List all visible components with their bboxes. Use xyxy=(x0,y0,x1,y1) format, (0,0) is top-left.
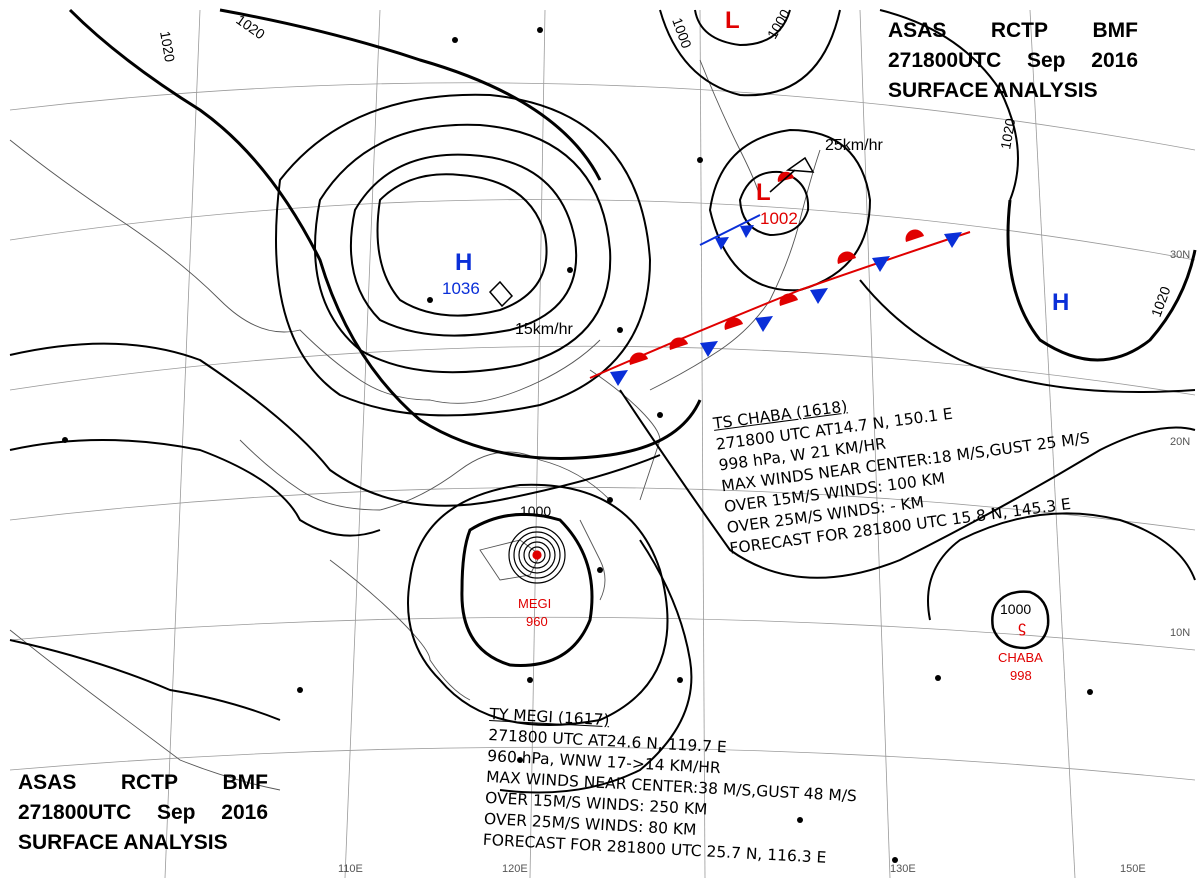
isobar-high-inner-2 xyxy=(349,153,578,337)
high-west-symbol: H xyxy=(455,249,472,276)
megi-name: MEGI xyxy=(518,596,551,611)
header-code: BMF xyxy=(1092,19,1139,42)
ty-megi-bulletin: TY MEGI (1617) 271800 UTC AT24.6 N, 119.… xyxy=(482,704,860,870)
megi-core xyxy=(508,526,566,584)
lat-label: 20N xyxy=(1170,436,1190,448)
isobar-south-2 xyxy=(499,539,693,794)
header-time: 271800UTC xyxy=(18,801,132,824)
isobar-megi-outer xyxy=(407,483,669,726)
header-bottom: ASAS RCTP BMF 271800UTC Sep 2016 SURFACE… xyxy=(18,768,268,858)
header-code: ASAS xyxy=(18,771,77,794)
isobar-1020-north xyxy=(219,8,602,181)
header-time: 271800UTC xyxy=(888,49,1002,72)
isobar-1012 xyxy=(9,439,381,537)
lon-label: 150E xyxy=(1120,863,1146,875)
isobar-mid-2 xyxy=(859,279,1196,393)
high-east-symbol: H xyxy=(1052,289,1069,316)
isobar-east-loop xyxy=(927,512,1196,621)
chaba-name: CHABA xyxy=(998,650,1043,665)
isobar-label: 1000 xyxy=(1000,601,1031,617)
station-markers xyxy=(62,27,1093,863)
header-code: RCTP xyxy=(990,19,1049,42)
lon-label: 120E xyxy=(502,863,528,875)
high-west-value: 1036 xyxy=(442,279,480,298)
isobar-mid-1 xyxy=(619,389,1196,579)
lat-label: 10N xyxy=(1170,627,1190,639)
isobar-label: 1000 xyxy=(520,503,551,519)
lon-label: 130E xyxy=(890,863,916,875)
header-year: 2016 xyxy=(221,801,268,824)
megi-pressure: 960 xyxy=(526,614,548,629)
chaba-symbol: ϛ xyxy=(1018,619,1026,636)
header-year: 2016 xyxy=(1091,49,1138,72)
lon-label: 110E xyxy=(338,863,363,875)
header-code: ASAS xyxy=(888,19,947,42)
stationary-front xyxy=(589,229,971,386)
low-japan-value: 1002 xyxy=(760,209,798,228)
header-title: SURFACE ANALYSIS xyxy=(888,79,1098,102)
header-code: BMF xyxy=(222,771,269,794)
isobar-north-low-2 xyxy=(659,9,841,97)
isobar-north-low xyxy=(694,9,791,47)
graticule xyxy=(9,9,1196,878)
low-japan-symbol: L xyxy=(756,179,771,206)
isobar-south-1 xyxy=(9,639,281,721)
isobar-label: 1000 xyxy=(669,16,695,51)
isobar-label: 1020 xyxy=(233,11,268,42)
isobar-label: 1020 xyxy=(997,117,1018,151)
header-month: Sep xyxy=(1027,49,1066,72)
isobar-east-ridge xyxy=(879,9,1019,201)
motion-low-japan: 25km/hr xyxy=(825,137,883,154)
header-code: RCTP xyxy=(120,771,179,794)
motion-high-west: 15km/hr xyxy=(515,321,573,338)
isobar-chaba xyxy=(991,590,1050,650)
isobars xyxy=(9,8,1197,794)
isobar-1016 xyxy=(9,342,661,507)
chaba-pressure: 998 xyxy=(1010,668,1032,683)
isobar-japan-low-2 xyxy=(708,128,872,292)
isobar-label: 1020 xyxy=(157,30,178,64)
isobar-high-inner-4 xyxy=(275,93,652,417)
isobar-high-inner-1 xyxy=(376,173,548,317)
isobar-megi-1000 xyxy=(460,512,594,667)
isobar-japan-low xyxy=(738,170,810,237)
isobar-1020-east xyxy=(1006,199,1197,362)
isobar-high-inner-3 xyxy=(314,123,612,374)
header-top: ASAS RCTP BMF 271800UTC Sep 2016 SURFACE… xyxy=(888,16,1138,106)
lat-label: 30N xyxy=(1170,249,1190,261)
header-month: Sep xyxy=(157,801,196,824)
coastlines xyxy=(9,59,821,791)
grid-labels: 30N 20N 10N 110E 120E 130E 150E xyxy=(338,249,1190,875)
header-title: SURFACE ANALYSIS xyxy=(18,831,228,854)
motion-arrows xyxy=(488,156,815,308)
isobar-1020-west xyxy=(68,8,702,460)
low-north-symbol: L xyxy=(725,7,740,34)
pressure-labels: H 1036 L L 1002 H 15km/hr 25km/hr MEGI 9… xyxy=(442,7,1069,683)
